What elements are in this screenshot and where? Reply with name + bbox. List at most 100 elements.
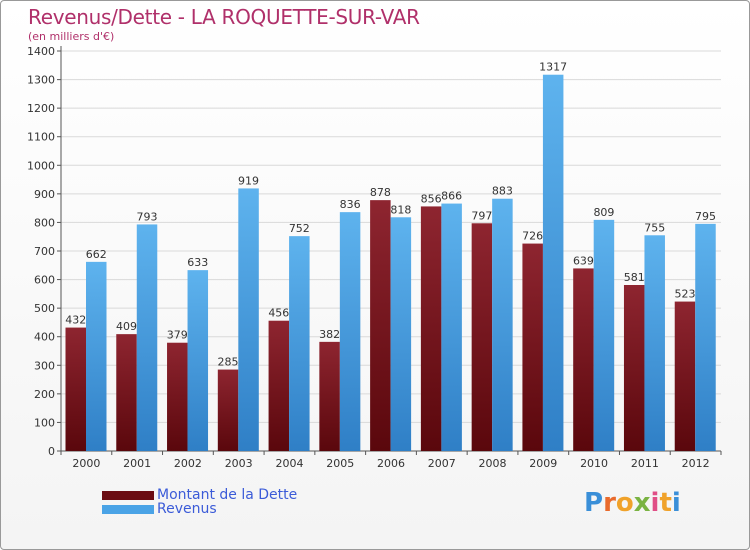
logo-letter: i bbox=[671, 488, 681, 518]
x-tick-label: 2003 bbox=[225, 457, 253, 470]
logo-letter: x bbox=[633, 488, 651, 518]
bar-revenus bbox=[289, 236, 310, 451]
x-tick-label: 2010 bbox=[580, 457, 608, 470]
data-label-dette: 726 bbox=[522, 230, 543, 243]
y-tick-label: 0 bbox=[48, 445, 55, 458]
data-label-dette: 797 bbox=[471, 209, 492, 222]
data-label-revenus: 1317 bbox=[539, 61, 567, 74]
x-tick-label: 2012 bbox=[682, 457, 710, 470]
data-label-dette: 285 bbox=[218, 356, 239, 369]
x-tick-label: 2008 bbox=[479, 457, 507, 470]
legend-item-revenus: Revenus bbox=[102, 501, 217, 517]
x-tick-label: 2009 bbox=[529, 457, 557, 470]
legend-swatch-debt bbox=[102, 490, 154, 500]
data-label-dette: 639 bbox=[573, 254, 594, 267]
logo-letter: P bbox=[584, 488, 604, 518]
bar-revenus bbox=[441, 203, 462, 451]
bar-revenus bbox=[187, 270, 209, 451]
data-label-revenus: 633 bbox=[187, 256, 208, 269]
bar-dette bbox=[573, 268, 594, 451]
logo-letter: o bbox=[615, 488, 634, 518]
y-tick-label: 500 bbox=[34, 302, 55, 315]
bar-dette bbox=[623, 285, 645, 451]
bar-dette bbox=[420, 206, 442, 451]
legend-swatch-revenus bbox=[102, 504, 154, 514]
x-tick-label: 2001 bbox=[123, 457, 151, 470]
legend-item-debt: Montant de la Dette bbox=[102, 487, 298, 503]
bar-dette bbox=[674, 301, 696, 451]
data-label-dette: 523 bbox=[674, 288, 695, 301]
data-label-revenus: 755 bbox=[644, 221, 665, 234]
bar-dette bbox=[116, 334, 137, 451]
x-tick-label: 2005 bbox=[326, 457, 354, 470]
data-label-revenus: 866 bbox=[441, 190, 462, 203]
data-label-revenus: 836 bbox=[340, 198, 361, 211]
bar-revenus bbox=[492, 198, 513, 451]
y-tick-label: 300 bbox=[34, 359, 55, 372]
data-label-dette: 878 bbox=[370, 186, 391, 199]
bar-dette bbox=[167, 342, 188, 451]
bar-dette bbox=[217, 369, 239, 451]
bars bbox=[65, 74, 716, 451]
bar-dette bbox=[522, 243, 543, 451]
y-tick-label: 1300 bbox=[27, 74, 55, 87]
bar-revenus bbox=[695, 223, 716, 451]
bar-revenus bbox=[593, 219, 615, 451]
data-label-revenus: 662 bbox=[86, 248, 107, 261]
logo-letter: r bbox=[603, 488, 616, 518]
bar-revenus bbox=[542, 74, 564, 451]
data-label-dette: 432 bbox=[65, 314, 86, 327]
x-tick-label: 2002 bbox=[174, 457, 202, 470]
bar-dette bbox=[65, 327, 86, 451]
y-tick-label: 900 bbox=[34, 188, 55, 201]
data-label-revenus: 883 bbox=[492, 185, 513, 198]
y-tick-label: 700 bbox=[34, 245, 55, 258]
y-tick-label: 200 bbox=[34, 388, 55, 401]
proxiti-logo: Proxiti bbox=[584, 488, 681, 518]
chart-title: Revenus/Dette - LA ROQUETTE-SUR-VAR bbox=[28, 5, 420, 29]
x-tick-label: 2004 bbox=[275, 457, 303, 470]
y-tick-label: 100 bbox=[34, 416, 55, 429]
legend-label-debt: Montant de la Dette bbox=[157, 487, 298, 503]
data-label-dette: 382 bbox=[319, 328, 340, 341]
y-tick-label: 400 bbox=[34, 331, 55, 344]
data-label-revenus: 752 bbox=[289, 222, 310, 235]
legend-label-revenus: Revenus bbox=[157, 501, 217, 517]
bar-revenus bbox=[238, 188, 259, 451]
bar-dette bbox=[471, 223, 493, 451]
y-tick-label: 800 bbox=[34, 216, 55, 229]
data-label-dette: 581 bbox=[624, 271, 645, 284]
data-label-revenus: 793 bbox=[137, 210, 158, 223]
x-tick-label: 2006 bbox=[377, 457, 405, 470]
data-label-dette: 456 bbox=[268, 307, 289, 320]
unit-label: (en milliers d'€) bbox=[28, 30, 115, 43]
data-label-revenus: 919 bbox=[238, 174, 259, 187]
data-label-dette: 379 bbox=[167, 329, 188, 342]
bar-dette bbox=[319, 341, 340, 451]
y-tick-label: 1100 bbox=[27, 131, 55, 144]
bar-revenus bbox=[86, 261, 107, 451]
bar-dette bbox=[268, 320, 290, 451]
y-tick-label: 600 bbox=[34, 274, 55, 287]
bar-revenus bbox=[644, 235, 665, 451]
data-label-dette: 409 bbox=[116, 320, 137, 333]
data-labels: 432 662 409 793 379 633 285 919 456 752 382 836 878 8… bbox=[65, 61, 716, 369]
y-tick-label: 1400 bbox=[27, 45, 55, 58]
data-label-revenus: 795 bbox=[695, 210, 716, 223]
bar-revenus bbox=[339, 212, 361, 451]
data-label-revenus: 809 bbox=[593, 206, 614, 219]
x-tick-label: 2011 bbox=[631, 457, 659, 470]
y-tick-label: 1000 bbox=[27, 159, 55, 172]
x-tick-label: 2000 bbox=[72, 457, 100, 470]
x-tick-label: 2007 bbox=[428, 457, 456, 470]
data-label-dette: 856 bbox=[421, 192, 442, 205]
bar-revenus bbox=[390, 217, 412, 451]
y-tick-label: 1200 bbox=[27, 102, 55, 115]
data-label-revenus: 818 bbox=[390, 203, 411, 216]
logo-letter: t bbox=[659, 488, 672, 518]
bar-dette bbox=[370, 200, 391, 451]
bar-revenus bbox=[136, 224, 158, 451]
logo-letter: i bbox=[650, 488, 660, 518]
